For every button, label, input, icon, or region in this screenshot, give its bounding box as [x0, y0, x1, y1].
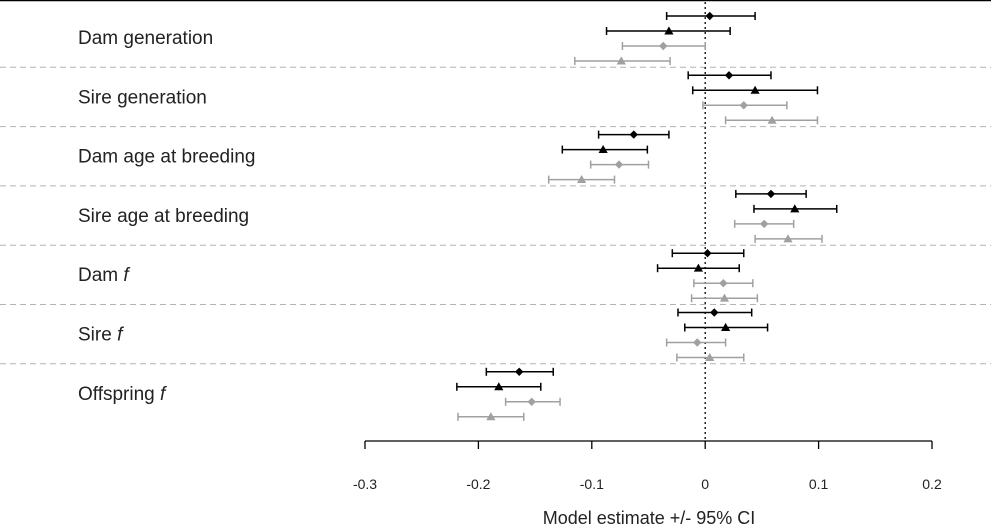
- estimate-triangle: [750, 85, 760, 94]
- row-label: Dam f: [78, 265, 130, 286]
- estimate-diamond: [759, 219, 769, 229]
- x-tick-label: -0.1: [580, 476, 604, 492]
- row-label: Sire f: [78, 325, 124, 346]
- estimate-triangle: [719, 293, 730, 302]
- estimate-triangle: [705, 352, 715, 361]
- estimate-triangle: [598, 145, 608, 154]
- group-separators: [0, 0, 991, 365]
- estimate-diamond: [766, 189, 776, 199]
- estimate-diamond: [629, 130, 638, 139]
- estimate-diamond: [659, 41, 668, 51]
- estimate-diamond: [739, 101, 748, 110]
- estimate-diamond: [515, 367, 524, 376]
- estimate-triangle: [664, 26, 674, 35]
- estimate-triangle: [721, 322, 731, 331]
- estimate-diamond: [724, 71, 734, 80]
- x-tick-label: -0.3: [353, 476, 377, 492]
- estimate-triangle: [767, 115, 777, 124]
- x-tick-label: 0.2: [922, 476, 942, 492]
- row-label: Offspring f: [78, 384, 167, 405]
- estimate-diamond: [693, 338, 702, 347]
- x-axis: -0.3 -0.2 -0.1 0 0.1 0.2: [353, 440, 942, 492]
- estimate-diamond: [705, 11, 714, 21]
- estimate-triangle: [693, 263, 703, 272]
- row-labels: Dam generation Sire generation Dam age at …: [78, 28, 255, 405]
- estimate-triangle: [790, 204, 800, 213]
- estimate-triangle: [486, 412, 496, 421]
- x-tick-label: 0: [701, 476, 709, 492]
- estimate-diamond: [703, 249, 712, 258]
- estimate-diamond: [710, 308, 719, 317]
- estimate-diamond: [719, 279, 728, 288]
- row-label: Sire generation: [78, 87, 207, 108]
- x-tick-label: 0.1: [809, 476, 829, 492]
- estimate-triangle: [616, 56, 626, 65]
- estimate-marks: [456, 11, 838, 421]
- estimate-triangle: [494, 382, 504, 391]
- row-label: Dam age at breeding: [78, 147, 255, 168]
- x-tick-label: -0.2: [466, 476, 490, 492]
- estimate-diamond: [527, 397, 536, 406]
- x-axis-label: Model estimate +/- 95% CI: [543, 508, 756, 528]
- estimate-diamond: [614, 160, 624, 169]
- estimate-triangle: [783, 234, 793, 243]
- estimate-triangle: [576, 175, 587, 184]
- row-label: Sire age at breeding: [78, 206, 249, 227]
- row-label: Dam generation: [78, 28, 213, 49]
